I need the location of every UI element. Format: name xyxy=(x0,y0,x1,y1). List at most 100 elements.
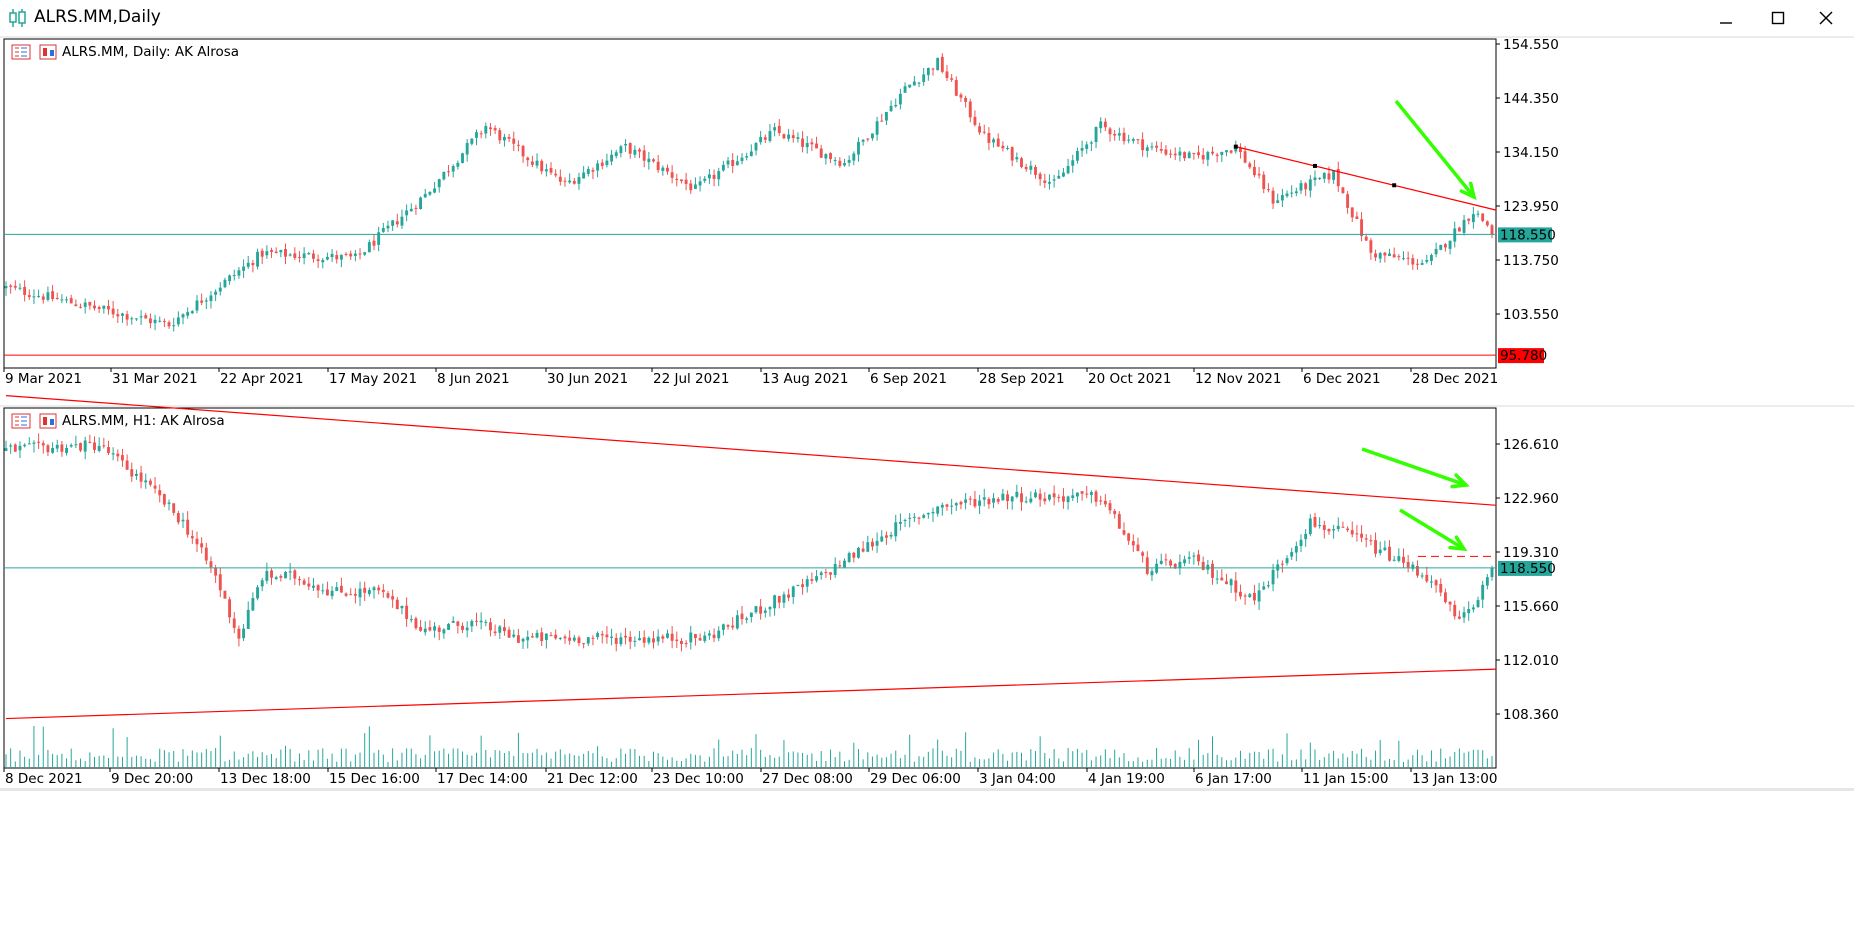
candle xyxy=(461,622,464,634)
candle xyxy=(959,500,963,510)
candle-body xyxy=(563,636,567,639)
trendline[interactable] xyxy=(1235,146,1497,211)
candle xyxy=(1439,244,1443,251)
candle xyxy=(1183,151,1186,161)
annotation-arrow[interactable] xyxy=(1361,447,1470,489)
candlestick-icon xyxy=(39,413,57,429)
y-tick-label: 134.150 xyxy=(1503,145,1559,161)
candle xyxy=(763,134,767,144)
candle-body xyxy=(167,502,171,504)
candle-body xyxy=(204,300,208,302)
candle xyxy=(554,629,558,640)
annotation-arrow[interactable] xyxy=(1399,508,1468,552)
candle xyxy=(1434,242,1438,258)
candle-body xyxy=(805,142,809,148)
candle xyxy=(475,129,478,146)
candle xyxy=(945,504,949,511)
candle-body xyxy=(726,160,730,165)
candle xyxy=(442,171,446,181)
candle-body xyxy=(251,263,255,266)
candle xyxy=(1057,494,1061,503)
candle xyxy=(1048,174,1051,190)
candle xyxy=(1229,150,1233,154)
candle-body xyxy=(358,588,362,598)
candle-body xyxy=(223,590,227,599)
close-button[interactable] xyxy=(1800,0,1852,36)
candle-body xyxy=(852,552,856,558)
trendline[interactable] xyxy=(5,395,1497,506)
candle xyxy=(1378,541,1382,556)
maximize-button[interactable] xyxy=(1752,0,1804,36)
minimize-button[interactable] xyxy=(1700,0,1752,36)
chart-list-icon[interactable] xyxy=(11,44,31,60)
candle xyxy=(852,151,856,166)
candle-body xyxy=(195,538,199,545)
candle-body xyxy=(470,620,474,627)
candle-body xyxy=(419,197,423,210)
candle-body xyxy=(857,547,860,558)
x-tick-label: 17 Dec 14:00 xyxy=(437,771,528,787)
candle xyxy=(461,152,464,164)
candle xyxy=(470,619,474,632)
candle-body xyxy=(1052,179,1056,181)
candle xyxy=(652,631,655,649)
candle xyxy=(158,484,162,503)
trendline-handle[interactable] xyxy=(1392,183,1397,188)
candle xyxy=(1471,206,1475,229)
candle xyxy=(339,254,343,268)
candle-body xyxy=(1150,571,1154,576)
candle-body xyxy=(964,97,968,102)
candle-body xyxy=(251,598,255,611)
candle xyxy=(884,111,888,126)
candle xyxy=(768,606,772,617)
candle xyxy=(847,155,851,167)
candle-body xyxy=(1239,147,1242,153)
trendline[interactable] xyxy=(5,668,1497,720)
candle-body xyxy=(9,445,13,447)
candle xyxy=(51,284,55,302)
annotation-arrow[interactable] xyxy=(1394,99,1477,201)
candle xyxy=(451,164,455,178)
candle xyxy=(1187,551,1191,564)
trendline-handle[interactable] xyxy=(1233,144,1238,149)
candle xyxy=(721,623,725,636)
candle xyxy=(1383,540,1387,552)
candle xyxy=(698,633,702,641)
chart-list-icon[interactable] xyxy=(11,413,31,429)
candle xyxy=(400,605,404,615)
candle xyxy=(1089,140,1093,152)
candle-body xyxy=(1192,555,1196,557)
candle-body xyxy=(37,295,41,297)
candle-body xyxy=(1341,526,1345,528)
candle xyxy=(1117,127,1121,141)
x-tick-label: 30 Jun 2021 xyxy=(547,371,628,387)
candle-body xyxy=(1392,559,1396,561)
candle-body xyxy=(18,445,22,451)
candle-body xyxy=(1034,492,1037,498)
candle xyxy=(745,616,749,624)
candle-body xyxy=(638,149,641,152)
candle-body xyxy=(1471,214,1475,223)
candle xyxy=(1457,226,1461,232)
candle xyxy=(148,313,152,329)
candle-body xyxy=(23,444,27,447)
candle xyxy=(1294,187,1298,197)
trendline-handle[interactable] xyxy=(1312,163,1317,168)
candle-body xyxy=(461,153,464,164)
candle xyxy=(754,605,758,614)
candle-body xyxy=(502,627,506,632)
candle-body xyxy=(260,580,264,587)
candle xyxy=(409,203,413,212)
candle xyxy=(535,153,539,169)
candle-body xyxy=(1448,601,1452,605)
candle-body xyxy=(554,173,558,176)
candle-body xyxy=(1434,580,1438,586)
candle xyxy=(1103,494,1107,507)
candle-body xyxy=(1015,157,1019,160)
candle xyxy=(381,222,385,233)
candle-body xyxy=(363,587,367,593)
candle xyxy=(521,144,525,163)
candle xyxy=(1145,551,1149,576)
candle-body xyxy=(731,160,735,166)
candle-body xyxy=(1425,574,1429,582)
